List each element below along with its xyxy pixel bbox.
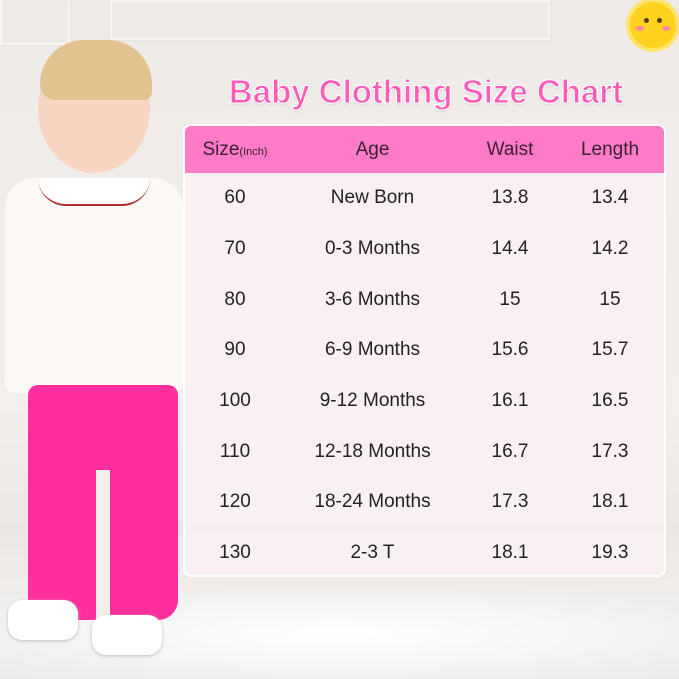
cell-age: 9-12 Months xyxy=(319,390,426,412)
header-waist: Waist xyxy=(486,138,534,160)
cell-size: 120 xyxy=(219,491,251,513)
cell-size: 100 xyxy=(219,390,251,412)
cell-waist: 17.3 xyxy=(491,491,529,513)
cell-waist: 15.6 xyxy=(491,339,529,361)
cell-length: 16.5 xyxy=(591,390,629,412)
shoe xyxy=(8,600,78,640)
wall-panel xyxy=(110,0,550,40)
sun-icon xyxy=(630,2,676,48)
cell-age: 18-24 Months xyxy=(314,491,431,513)
cell-waist: 18.1 xyxy=(491,542,529,564)
cell-length: 15 xyxy=(599,288,621,310)
cell-size: 60 xyxy=(224,187,246,209)
table-row: 80 3-6 Months 15 15 xyxy=(185,274,664,325)
cell-size: 70 xyxy=(224,238,246,260)
table-row: 70 0-3 Months 14.4 14.2 xyxy=(185,224,664,275)
cell-length: 15.7 xyxy=(591,339,629,361)
wall-panel xyxy=(0,0,70,45)
cell-age: 3-6 Months xyxy=(324,288,421,310)
cell-waist: 16.7 xyxy=(491,440,529,462)
header-age: Age xyxy=(355,138,390,160)
header-length: Length xyxy=(580,138,640,160)
cell-size: 130 xyxy=(219,542,251,564)
baby-photo xyxy=(0,40,185,660)
cell-size: 110 xyxy=(219,440,251,462)
size-chart-table: Size(Inch) Age Waist Length 60 New Born 13… xyxy=(183,124,666,577)
table-row: 60 New Born 13.8 13.4 xyxy=(185,173,664,224)
white-shirt xyxy=(5,178,183,393)
cell-size: 90 xyxy=(224,339,246,361)
cell-waist: 13.8 xyxy=(491,187,529,209)
table-row: 100 9-12 Months 16.1 16.5 xyxy=(185,376,664,427)
table-row: 120 18-24 Months 17.3 18.1 xyxy=(185,477,664,528)
cell-waist: 14.4 xyxy=(491,238,529,260)
cell-age: 2-3 T xyxy=(350,542,395,564)
cell-length: 14.2 xyxy=(591,238,629,260)
cell-age: 0-3 Months xyxy=(324,238,421,260)
cell-length: 13.4 xyxy=(591,187,629,209)
header-size-unit: (Inch) xyxy=(239,145,268,158)
cell-age: 6-9 Months xyxy=(324,339,421,361)
shoe xyxy=(92,615,162,655)
cell-length: 19.3 xyxy=(591,542,629,564)
baby-hair xyxy=(40,40,152,100)
table-row: 90 6-9 Months 15.6 15.7 xyxy=(185,325,664,376)
cell-waist: 16.1 xyxy=(491,390,529,412)
table-body: 60 New Born 13.8 13.4 70 0-3 Months 14.4 14.2 80… xyxy=(185,173,664,575)
shirt-collar xyxy=(38,178,150,206)
header-size: Size(Inch) xyxy=(185,139,285,161)
leg-gap xyxy=(96,470,110,620)
cell-age: 12-18 Months xyxy=(314,440,431,462)
cell-length: 18.1 xyxy=(591,491,629,513)
cell-age: New Born xyxy=(330,187,415,209)
header-size-label: Size xyxy=(202,138,240,160)
cell-size: 80 xyxy=(224,288,246,310)
table-row: 110 12-18 Months 16.7 17.3 xyxy=(185,426,664,477)
chart-title: Baby Clothing Size Chart xyxy=(228,73,624,111)
cell-length: 17.3 xyxy=(591,440,629,462)
table-row: 130 2-3 T 18.1 19.3 xyxy=(185,528,664,575)
table-header: Size(Inch) Age Waist Length xyxy=(185,126,664,173)
cell-waist: 15 xyxy=(499,288,521,310)
